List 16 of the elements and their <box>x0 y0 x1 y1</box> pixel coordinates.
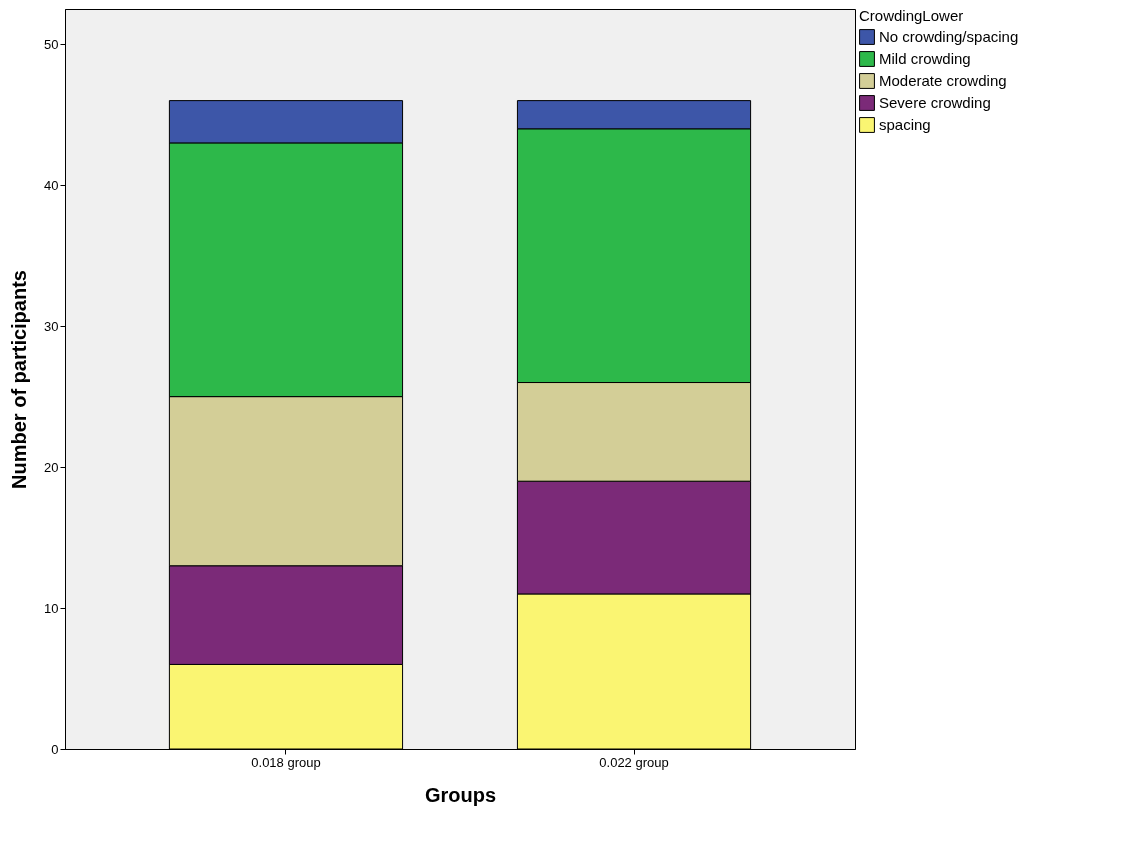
x-tick-label: 0.018 group <box>251 754 321 770</box>
legend-label: Moderate crowding <box>879 72 1007 89</box>
y-tick-label: 50 <box>44 36 59 52</box>
legend-label: Severe crowding <box>879 94 991 111</box>
y-axis-title: Number of participants <box>8 270 31 489</box>
legend-label: No crowding/spacing <box>879 28 1019 45</box>
legend-label: Mild crowding <box>879 50 971 67</box>
x-tick-label: 0.022 group <box>599 754 669 770</box>
y-tick-label: 20 <box>44 459 59 475</box>
legend-label: spacing <box>879 116 931 133</box>
legend-title: CrowdingLower <box>859 7 964 24</box>
y-tick-label: 0 <box>51 741 59 757</box>
y-tick-label: 30 <box>44 318 59 334</box>
y-tick-label: 40 <box>44 177 59 193</box>
y-tick-label: 10 <box>44 600 59 616</box>
x-axis-title: Groups <box>424 783 497 806</box>
